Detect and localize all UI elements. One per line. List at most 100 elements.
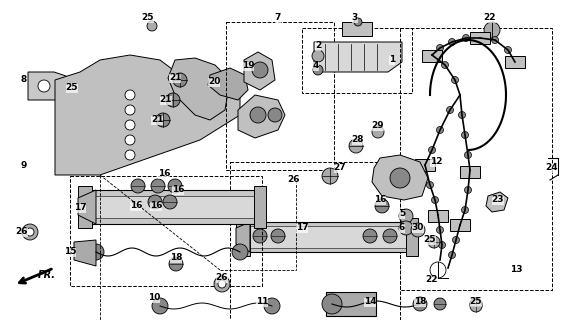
Circle shape: [413, 297, 427, 311]
Polygon shape: [486, 192, 508, 212]
Polygon shape: [314, 42, 402, 72]
Text: 18: 18: [414, 298, 426, 307]
Bar: [240, 222, 410, 252]
Text: 4: 4: [313, 61, 319, 70]
Circle shape: [461, 132, 468, 139]
Text: 25: 25: [142, 13, 154, 22]
Text: 16: 16: [150, 202, 162, 211]
Circle shape: [232, 244, 248, 260]
Circle shape: [439, 242, 445, 249]
Polygon shape: [78, 190, 96, 224]
Circle shape: [461, 206, 468, 213]
Circle shape: [464, 187, 472, 194]
Text: 22: 22: [426, 276, 439, 284]
Circle shape: [163, 195, 177, 209]
Text: 28: 28: [352, 135, 364, 145]
Circle shape: [363, 229, 377, 243]
Circle shape: [156, 113, 170, 127]
Circle shape: [411, 223, 425, 237]
Circle shape: [349, 139, 363, 153]
Text: 7: 7: [275, 13, 281, 22]
Text: 25: 25: [470, 298, 482, 307]
Polygon shape: [168, 58, 230, 120]
Bar: [240, 226, 410, 248]
Bar: [254, 186, 266, 228]
Circle shape: [168, 179, 182, 193]
Circle shape: [268, 108, 282, 122]
Circle shape: [375, 199, 389, 213]
Circle shape: [427, 181, 433, 188]
Text: 17: 17: [74, 204, 86, 212]
Circle shape: [125, 120, 135, 130]
Bar: [236, 218, 250, 256]
Text: 25: 25: [424, 236, 436, 244]
Circle shape: [131, 179, 145, 193]
Text: 21: 21: [160, 95, 172, 105]
Text: 19: 19: [242, 61, 254, 70]
Text: 25: 25: [66, 84, 78, 92]
Circle shape: [390, 168, 410, 188]
Circle shape: [252, 62, 268, 78]
Bar: [505, 56, 525, 68]
Bar: [450, 219, 470, 231]
Circle shape: [125, 90, 135, 100]
Bar: [82, 190, 258, 224]
Bar: [78, 186, 92, 228]
Bar: [342, 22, 372, 36]
Text: 12: 12: [430, 157, 443, 166]
Text: 8: 8: [21, 76, 27, 84]
Polygon shape: [236, 222, 250, 252]
Bar: [400, 28, 552, 290]
Polygon shape: [55, 55, 240, 175]
Text: 1: 1: [389, 55, 395, 65]
Circle shape: [151, 179, 165, 193]
Circle shape: [383, 229, 397, 243]
Circle shape: [253, 229, 267, 243]
Polygon shape: [372, 155, 428, 200]
Text: 26: 26: [288, 175, 300, 185]
Circle shape: [464, 151, 472, 158]
Circle shape: [322, 168, 338, 184]
Bar: [422, 50, 442, 62]
Circle shape: [173, 73, 187, 87]
Circle shape: [214, 276, 230, 292]
Text: 29: 29: [372, 122, 384, 131]
Circle shape: [169, 257, 183, 271]
Text: FR.: FR.: [38, 270, 56, 280]
Circle shape: [505, 46, 512, 53]
Text: 9: 9: [21, 161, 27, 170]
Circle shape: [436, 44, 444, 52]
Circle shape: [38, 80, 50, 92]
Text: 10: 10: [148, 293, 160, 302]
Circle shape: [432, 196, 439, 204]
Circle shape: [441, 61, 448, 68]
Circle shape: [492, 36, 498, 44]
Text: 3: 3: [352, 13, 358, 22]
Text: 16: 16: [158, 170, 170, 179]
Circle shape: [313, 65, 323, 75]
Text: 24: 24: [546, 164, 558, 172]
Circle shape: [125, 150, 135, 160]
Text: 21: 21: [151, 116, 163, 124]
Bar: [428, 210, 448, 222]
Text: 17: 17: [296, 223, 308, 233]
Bar: [460, 166, 480, 178]
Circle shape: [166, 93, 180, 107]
Bar: [302, 28, 412, 93]
Circle shape: [436, 227, 444, 234]
Text: 11: 11: [256, 298, 268, 307]
Circle shape: [434, 298, 446, 310]
Bar: [326, 292, 376, 316]
Circle shape: [463, 35, 469, 42]
Circle shape: [470, 298, 482, 310]
Text: 21: 21: [169, 74, 181, 83]
Text: 18: 18: [170, 253, 182, 262]
Circle shape: [470, 300, 482, 312]
Circle shape: [448, 38, 456, 45]
Bar: [415, 159, 435, 171]
Circle shape: [459, 111, 465, 118]
Text: 15: 15: [64, 247, 77, 257]
Text: 27: 27: [333, 164, 347, 172]
Text: 14: 14: [364, 298, 376, 307]
Text: 20: 20: [208, 77, 220, 86]
